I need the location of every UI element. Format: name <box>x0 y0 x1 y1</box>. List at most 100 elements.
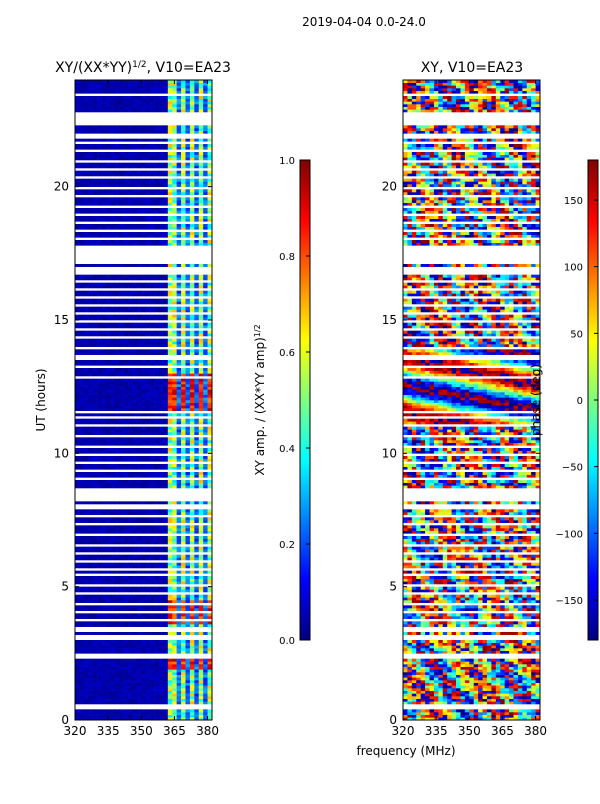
amp-cell <box>115 696 120 699</box>
amp-cell <box>124 368 129 371</box>
amp-cell <box>110 525 115 528</box>
amp-cell <box>119 419 124 422</box>
amp-cell <box>115 427 120 430</box>
amp-cell <box>163 181 168 184</box>
amp-cell <box>128 427 133 430</box>
amp-cell <box>97 301 102 304</box>
amp-cell <box>199 475 204 478</box>
amp-cell <box>93 104 98 107</box>
amp-cell <box>163 381 168 384</box>
amp-cell <box>102 325 107 328</box>
amp-cell <box>199 563 204 566</box>
amp-cell <box>88 541 93 544</box>
amp-cell <box>181 341 186 344</box>
amp-cell <box>110 128 115 131</box>
amp-cell <box>119 669 124 672</box>
amp-cell <box>194 91 199 94</box>
amp-cell <box>177 381 182 384</box>
amp-cell <box>79 595 84 598</box>
amp-cell <box>79 301 84 304</box>
amp-cell <box>106 227 111 230</box>
amp-cell <box>128 317 133 320</box>
amp-cell <box>102 387 107 390</box>
amp-cell <box>181 709 186 712</box>
amp-cell <box>159 155 164 158</box>
amp-cell <box>190 400 195 403</box>
amp-cell <box>194 344 199 347</box>
amp-cell <box>84 349 89 352</box>
amp-cell <box>137 576 142 579</box>
amp-cell <box>84 165 89 168</box>
amp-cell <box>203 99 208 102</box>
amp-cell <box>159 373 164 376</box>
amp-cell <box>93 85 98 88</box>
amp-cell <box>88 224 93 227</box>
amp-cell <box>150 379 155 382</box>
amp-cell <box>115 275 120 278</box>
amp-cell <box>88 531 93 534</box>
amp-cell <box>93 203 98 206</box>
amp-cell <box>102 448 107 451</box>
amp-cell <box>141 381 146 384</box>
amp-cell <box>177 664 182 667</box>
amp-cell <box>168 85 173 88</box>
amp-cell <box>150 152 155 155</box>
amp-cell <box>93 677 98 680</box>
amp-cell <box>88 459 93 462</box>
amp-cell <box>132 264 137 267</box>
amp-cell <box>185 539 190 542</box>
amp-cell <box>168 232 173 235</box>
amp-cell <box>194 277 199 280</box>
amp-cell <box>172 557 177 560</box>
amp-cell <box>141 589 146 592</box>
amp-cell <box>141 675 146 678</box>
amp-cell <box>203 307 208 310</box>
amp-cell <box>172 131 177 134</box>
amp-cell <box>79 403 84 406</box>
amp-cell <box>128 184 133 187</box>
amp-cell <box>155 181 160 184</box>
amp-cell <box>79 480 84 483</box>
amp-cell <box>119 525 124 528</box>
amp-cell <box>93 595 98 598</box>
amp-cell <box>141 413 146 416</box>
amp-cell <box>181 675 186 678</box>
amp-cell <box>115 104 120 107</box>
amp-cell <box>185 525 190 528</box>
amp-cell <box>75 616 80 619</box>
amp-cell <box>106 275 111 278</box>
amp-cell <box>132 581 137 584</box>
amp-cell <box>128 696 133 699</box>
amp-cell <box>102 192 107 195</box>
amp-cell <box>146 363 151 366</box>
amp-cell <box>115 339 120 342</box>
amp-cell <box>181 155 186 158</box>
amp-cell <box>185 192 190 195</box>
amp-cell <box>132 200 137 203</box>
amp-cell <box>150 381 155 384</box>
amp-cell <box>84 171 89 174</box>
amp-cell <box>155 712 160 715</box>
amp-cell <box>155 171 160 174</box>
amp-cell <box>115 232 120 235</box>
amp-cell <box>163 101 168 104</box>
amp-cell <box>159 208 164 211</box>
amp-cell <box>106 557 111 560</box>
amp-cell <box>155 699 160 702</box>
amp-cell <box>115 483 120 486</box>
amp-cell <box>119 613 124 616</box>
amp-cell <box>93 83 98 86</box>
amp-cell <box>141 517 146 520</box>
amp-cell <box>119 632 124 635</box>
amp-cell <box>177 621 182 624</box>
amp-cell <box>155 243 160 246</box>
amp-cell <box>88 709 93 712</box>
amp-cell <box>168 317 173 320</box>
amp-cell <box>163 475 168 478</box>
amp-cell <box>132 448 137 451</box>
amp-cell <box>97 579 102 582</box>
amp-cell <box>190 667 195 670</box>
amp-cell <box>203 397 208 400</box>
amp-cell <box>181 165 186 168</box>
amp-cell <box>159 485 164 488</box>
